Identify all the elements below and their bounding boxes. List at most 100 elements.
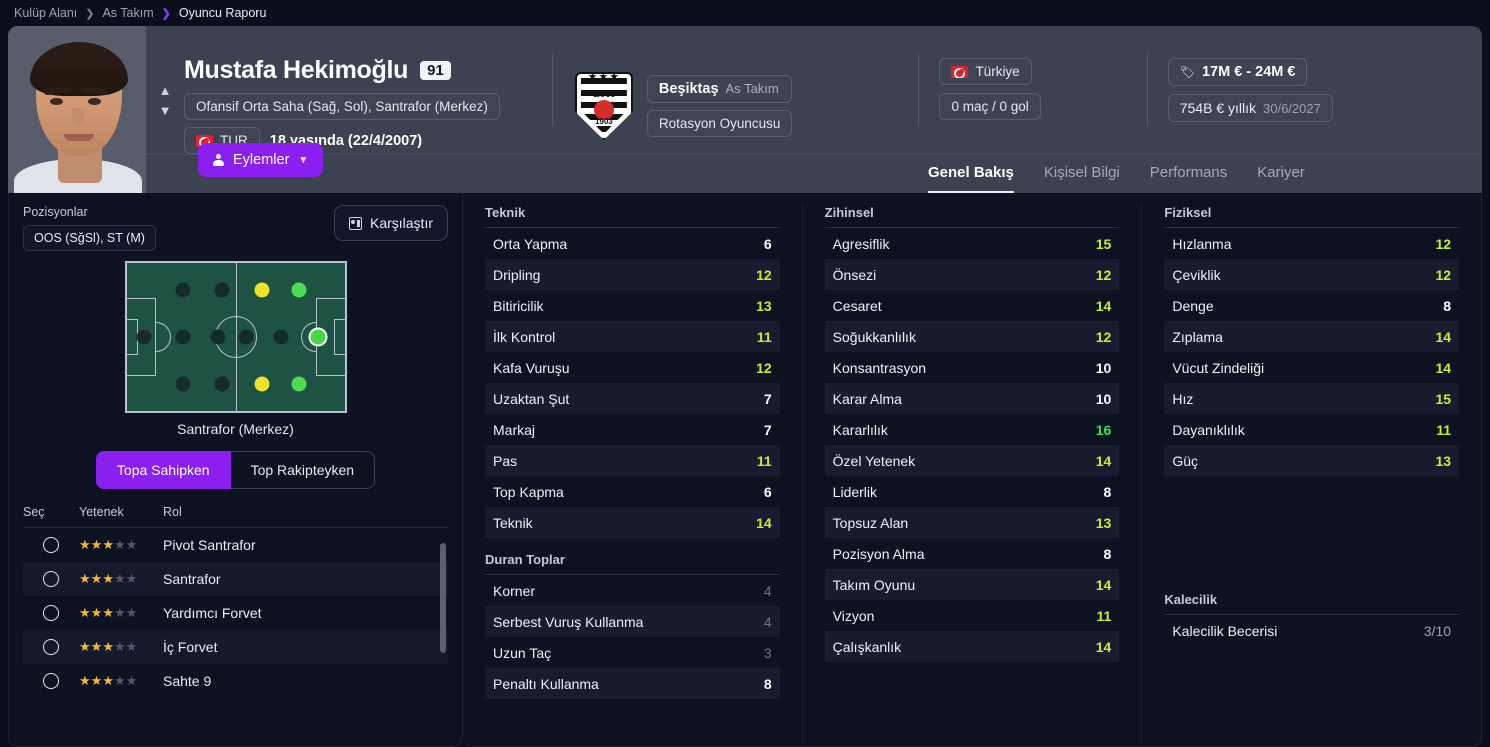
role-select-cell[interactable] (23, 571, 79, 587)
pitch-position-dot[interactable] (175, 282, 191, 298)
tab-kisisel-bilgi[interactable]: Kişisel Bilgi (1043, 164, 1120, 181)
breadcrumb-item-0[interactable]: Kulüp Alanı (14, 6, 78, 20)
attribute-name: Karar Alma (832, 390, 902, 407)
radio-icon[interactable] (43, 673, 59, 689)
role-select-cell[interactable] (23, 537, 79, 553)
tab-kariyer[interactable]: Kariyer (1257, 164, 1305, 181)
club-chip[interactable]: Beşiktaş As Takım (646, 75, 793, 103)
role-row[interactable]: ★★★★★ Santrafor (23, 562, 448, 596)
attribute-name: Teknik (493, 514, 533, 531)
role-name: Yardımcı Forvet (163, 605, 262, 621)
attribute-row: Uzaktan Şut 7 (485, 383, 780, 414)
attribute-row: Liderlik 8 (825, 476, 1120, 507)
header-actions-row: Eylemler ▼ Genel Bakış Kişisel Bilgi Per… (146, 143, 1482, 193)
attribute-row: Özel Yetenek 14 (824, 445, 1120, 476)
pitch-position-dot[interactable] (273, 329, 289, 345)
role-select-cell[interactable] (23, 673, 79, 689)
attribute-value: 12 (1095, 328, 1112, 345)
attribute-row: Serbest Vuruş Kullanma 4 (485, 606, 780, 637)
attribute-value: 6 (763, 483, 772, 500)
club-crest-icon: ★★★ BJK 1903 (574, 71, 633, 140)
pitch-position-dot[interactable] (210, 329, 226, 345)
chevron-down-icon[interactable]: ▼ (158, 103, 172, 118)
actions-button-label: Eylemler (233, 152, 290, 168)
attribute-value: 12 (1435, 266, 1452, 283)
main-content: Pozisyonlar OOS (SğSl), ST (M) Karşılaşt… (0, 193, 1490, 747)
role-row[interactable]: ★★★★★ Sahte 9 (23, 664, 448, 698)
attribute-row: Dayanıklılık 11 (1164, 414, 1459, 445)
tab-genel-bakis[interactable]: Genel Bakış (928, 164, 1014, 193)
attribute-name: Soğukkanlılık (832, 328, 916, 345)
section-title-goalkeeping: Kalecilik (1164, 592, 1460, 615)
club-name: Beşiktaş (658, 81, 719, 97)
divider (551, 54, 553, 126)
value-range: 17M € - 24M € (1201, 64, 1296, 80)
pitch-position-dot[interactable] (291, 376, 307, 392)
role-star-rating: ★★★★★ (79, 639, 138, 654)
section-title-set-pieces: Duran Toplar (485, 552, 780, 575)
pitch-diagram[interactable] (124, 261, 347, 413)
toggle-top-rakipteyken[interactable]: Top Rakipteyken (230, 451, 376, 489)
pitch-position-dot[interactable] (136, 329, 152, 345)
attribute-value: 14 (756, 514, 772, 531)
pitch-position-dot[interactable] (175, 329, 191, 345)
wage-amount: 754B € yıllık (1179, 100, 1256, 116)
attribute-row: Çeviklik 12 (1164, 259, 1460, 290)
attribute-value: 13 (1095, 514, 1112, 531)
radio-icon[interactable] (43, 639, 59, 655)
col-header-ability: Yetenek (79, 505, 124, 519)
toggle-topa-sahipken[interactable]: Topa Sahipken (95, 451, 231, 489)
actions-button[interactable]: Eylemler ▼ (198, 143, 324, 177)
compare-button[interactable]: Karşılaştır (333, 205, 448, 241)
breadcrumb: Kulüp Alanı ❯ As Takım ❯ Oyuncu Raporu (0, 0, 1490, 26)
country-chip[interactable]: Türkiye (939, 58, 1032, 85)
radio-icon[interactable] (43, 571, 59, 587)
attribute-row: Hızlanma 12 (1164, 228, 1459, 259)
role-star-rating: ★★★★★ (79, 537, 138, 552)
attribute-name: Konsantrasyon (832, 359, 927, 376)
attribute-name: Takım Oyunu (832, 576, 916, 593)
attribute-row: Çalışkanlık 14 (824, 631, 1120, 662)
attribute-name: Kararlılık (832, 421, 888, 438)
roles-scrollbar[interactable] (440, 543, 446, 653)
attribute-row: Zıplama 14 (1164, 321, 1460, 352)
chevron-up-icon[interactable]: ▲ (158, 83, 172, 98)
radio-icon[interactable] (43, 537, 59, 553)
pitch-position-dot[interactable] (310, 329, 326, 345)
attribute-name: Markaj (493, 421, 536, 438)
radio-icon[interactable] (43, 605, 59, 621)
pitch-position-dot[interactable] (175, 376, 191, 392)
attribute-value: 11 (1436, 421, 1452, 438)
section-title-physical: Fiziksel (1164, 205, 1460, 228)
pitch-position-dot[interactable] (238, 329, 254, 345)
attribute-name: Bitiricilik (493, 297, 544, 314)
caps-goals-label: 0 maç / 0 gol (951, 99, 1029, 114)
role-select-cell[interactable] (23, 605, 79, 621)
role-select-cell[interactable] (23, 639, 79, 655)
chevron-down-icon: ▼ (298, 154, 309, 166)
attribute-value: 13 (1435, 452, 1452, 469)
role-row[interactable]: ★★★★★ Pivot Santrafor (23, 528, 448, 562)
turkey-flag-icon (951, 65, 969, 78)
pitch-position-dot[interactable] (254, 282, 270, 298)
pitch-position-dot[interactable] (291, 282, 307, 298)
attribute-name: Topsuz Alan (832, 514, 909, 531)
player-portrait-image (8, 26, 146, 193)
pitch-position-dot[interactable] (254, 376, 270, 392)
role-row[interactable]: ★★★★★ Yardımcı Forvet (23, 596, 448, 630)
attribute-name: Korner (493, 582, 536, 599)
attribute-name: Özel Yetenek (832, 452, 916, 469)
pitch-position-dot[interactable] (214, 282, 230, 298)
role-name: Pivot Santrafor (163, 537, 256, 553)
role-row[interactable]: ★★★★★ İç Forvet (23, 630, 448, 664)
attribute-row: Denge 8 (1164, 290, 1459, 321)
attribute-value: 6 (763, 235, 772, 252)
attribute-name: Uzaktan Şut (493, 390, 570, 407)
pitch-position-dot[interactable] (214, 376, 230, 392)
breadcrumb-item-1[interactable]: As Takım (102, 6, 154, 20)
attribute-value: 7 (763, 390, 772, 407)
attribute-value: 15 (1435, 390, 1452, 407)
tab-performans[interactable]: Performans (1149, 164, 1228, 181)
player-nav-arrows[interactable]: ▲ ▼ (146, 38, 184, 154)
value-chip: 🏷 17M € - 24M € (1167, 58, 1308, 86)
